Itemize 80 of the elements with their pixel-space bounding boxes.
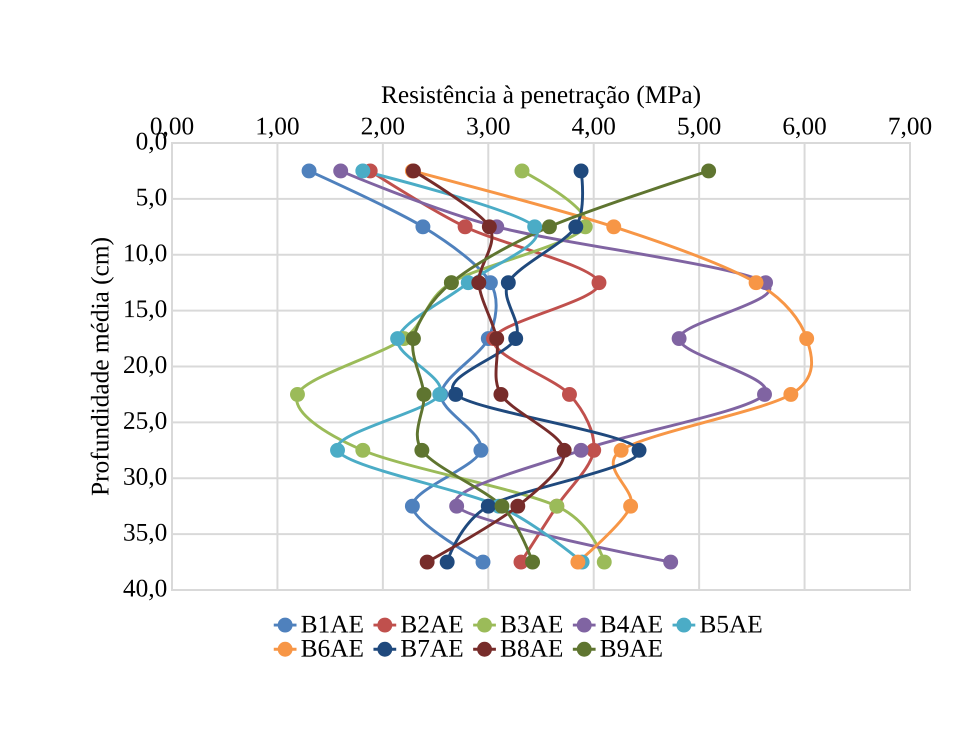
point [757, 386, 772, 402]
point [570, 554, 586, 570]
point [510, 498, 526, 514]
x-tick-label: 4,00 [572, 118, 615, 138]
point [525, 554, 540, 570]
point [494, 498, 510, 514]
point [458, 219, 473, 234]
x-tick-label: 5,00 [678, 118, 720, 138]
point [333, 163, 348, 178]
point [556, 442, 572, 458]
point [562, 386, 577, 402]
x-axis-title: Resistência à penetração (MPa) [382, 85, 700, 108]
point [414, 442, 430, 458]
legend-label: B8AE [500, 640, 562, 657]
point [476, 554, 490, 570]
x-tick-label: 6,00 [783, 118, 826, 138]
point [440, 554, 455, 570]
point [482, 219, 497, 234]
point [355, 442, 370, 458]
x-tick-label: 7,00 [890, 118, 932, 138]
point [473, 442, 488, 458]
point [783, 386, 798, 402]
point [606, 219, 622, 234]
legend-label: B4AE [600, 616, 662, 633]
point [416, 386, 432, 402]
point [614, 442, 629, 458]
point [302, 163, 317, 178]
point [390, 331, 406, 346]
legend-label: B3AE [500, 616, 562, 633]
legend-label: B2AE [401, 616, 462, 633]
point [404, 498, 420, 514]
legend-label: B9AE [600, 640, 662, 657]
y-tick-label: 40,0 [123, 580, 166, 600]
point [482, 275, 498, 290]
point [574, 163, 589, 178]
point [420, 554, 435, 570]
y-tick-label: 20,0 [124, 356, 166, 377]
point [663, 554, 678, 570]
y-tick-label: 25,0 [124, 412, 166, 433]
legend-label: B1AE [301, 616, 363, 633]
point [632, 442, 647, 458]
point [799, 331, 814, 346]
point [574, 442, 589, 458]
point [514, 163, 530, 178]
y-axis-title: Profundidade média (cm) [90, 238, 114, 496]
point [448, 386, 464, 402]
legend-label: B5AE [700, 616, 762, 633]
point [508, 331, 524, 346]
point [701, 163, 716, 178]
point [748, 275, 764, 290]
point [514, 554, 528, 570]
point [480, 498, 496, 514]
y-tick-label: 5,0 [137, 188, 166, 210]
point [489, 331, 504, 346]
point [672, 331, 687, 346]
point [493, 386, 508, 402]
point [527, 219, 542, 234]
point [330, 442, 345, 458]
point [623, 498, 638, 514]
point [415, 219, 430, 234]
point [290, 386, 305, 402]
point [596, 554, 612, 570]
point [449, 498, 464, 514]
point [592, 275, 606, 290]
point [568, 219, 584, 234]
legend-label: B6AE [301, 640, 363, 657]
x-tick-label: 1,00 [257, 118, 299, 138]
y-tick-label: 10,0 [125, 244, 166, 266]
y-tick-label: 35,0 [124, 524, 166, 544]
x-tick-label: 3,00 [467, 118, 510, 138]
point [406, 331, 421, 346]
legend-label: B7AE [401, 640, 462, 657]
point [355, 163, 370, 178]
x-tick-label: 2,00 [362, 118, 404, 138]
point [542, 219, 557, 234]
point [500, 275, 516, 290]
y-tick-label: 30,0 [124, 468, 166, 489]
point [586, 442, 602, 458]
y-tick-label: 15,0 [125, 300, 166, 321]
point [471, 275, 486, 290]
